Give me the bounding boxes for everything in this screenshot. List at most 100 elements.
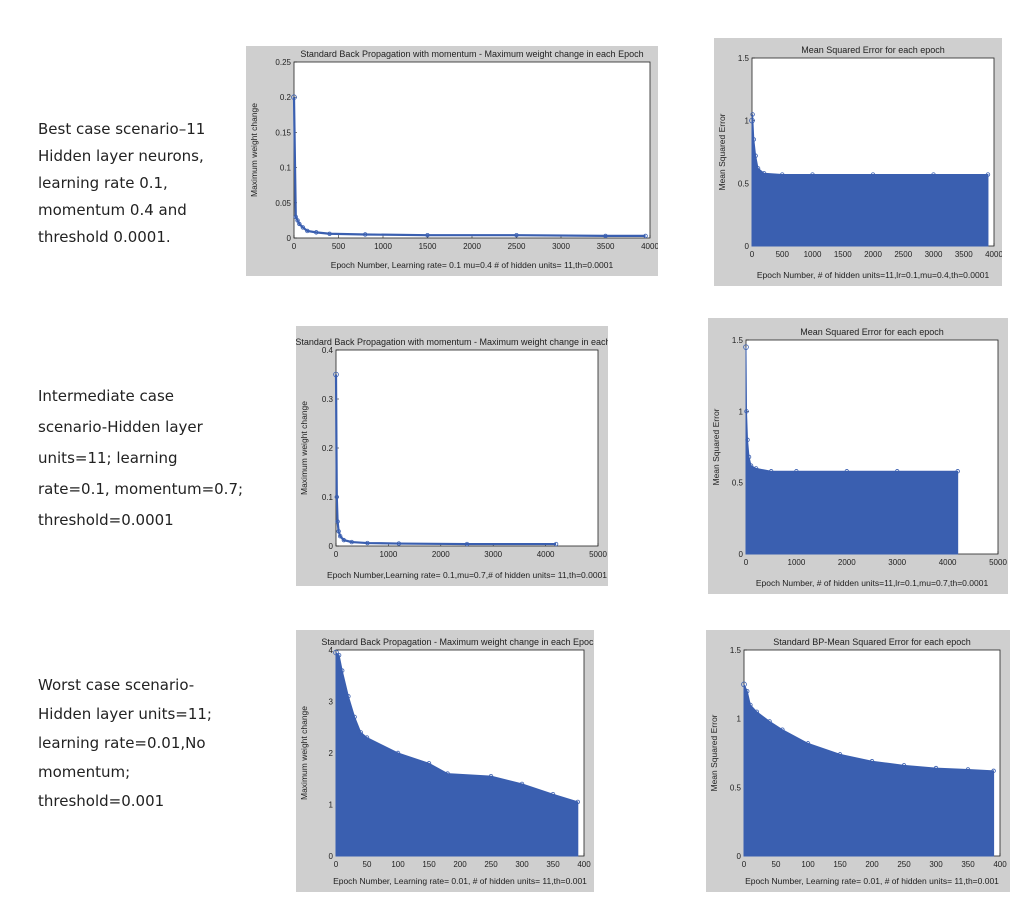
x-tick-label: 3000 bbox=[484, 550, 502, 559]
figure-best-mse: Mean Squared Error for each epoch 0 500 100… bbox=[714, 38, 1002, 286]
data-point bbox=[761, 171, 767, 176]
x-tick-label: 2000 bbox=[432, 550, 450, 559]
plot-area bbox=[293, 61, 651, 239]
y-tick-label: 0.5 bbox=[732, 479, 744, 488]
data-point bbox=[340, 668, 345, 673]
x-tick-label: 5000 bbox=[989, 558, 1007, 567]
y-tick-label: 0.1 bbox=[280, 164, 292, 173]
chart-intermediate-mse: Mean Squared Error for each epoch 0 1000 20… bbox=[711, 327, 1007, 588]
data-point bbox=[749, 117, 755, 124]
x-tick-label: 3500 bbox=[955, 250, 973, 259]
data-point bbox=[365, 540, 370, 546]
figure-intermediate-mse: Mean Squared Error for each epoch 0 1000 20… bbox=[708, 318, 1008, 594]
data-point bbox=[870, 172, 876, 177]
data-point bbox=[753, 153, 758, 158]
x-tick-label: 2500 bbox=[894, 250, 912, 259]
y-tick-label: 2 bbox=[329, 749, 334, 758]
data-point bbox=[297, 221, 302, 227]
data-point bbox=[425, 232, 430, 238]
x-tick-label: 1000 bbox=[374, 242, 392, 251]
data-point bbox=[553, 541, 559, 547]
data-point bbox=[901, 763, 907, 768]
data-point bbox=[488, 773, 494, 779]
y-tick-label: 1 bbox=[739, 407, 744, 416]
data-point bbox=[810, 172, 815, 177]
x-tick-label: 300 bbox=[515, 860, 529, 869]
x-tick-label: 4000 bbox=[641, 242, 658, 251]
x-axis-label: Epoch Number, Learning rate= 0.1 mu=0.4 … bbox=[331, 260, 614, 270]
data-point bbox=[991, 768, 996, 774]
x-tick-label: 150 bbox=[422, 860, 436, 869]
x-tick-label: 1500 bbox=[419, 242, 437, 251]
data-point bbox=[362, 232, 368, 237]
figure-intermediate-weight-change: Standard Back Propagation with momentum … bbox=[296, 326, 608, 586]
series-line bbox=[292, 97, 646, 237]
y-tick-label: 0.05 bbox=[275, 199, 291, 208]
x-tick-label: 3000 bbox=[925, 250, 943, 259]
x-tick-label: 5000 bbox=[589, 550, 607, 559]
x-tick-label: 100 bbox=[801, 860, 815, 869]
y-tick-label: 0.2 bbox=[322, 444, 334, 453]
y-tick-label: 1 bbox=[745, 117, 750, 126]
row-description-best: Best case scenario–11 Hidden layer neuro… bbox=[38, 120, 206, 246]
x-tick-label: 4000 bbox=[985, 250, 1002, 259]
x-tick-label: 250 bbox=[897, 860, 911, 869]
y-axis-label: Maximum weight change bbox=[299, 706, 309, 800]
y-tick-label: 0 bbox=[287, 234, 292, 243]
data-point bbox=[754, 709, 759, 714]
data-point bbox=[295, 218, 300, 223]
chart-intermediate-weight-change: Standard Back Propagation with momentum … bbox=[296, 337, 608, 580]
y-tick-label: 0.15 bbox=[275, 128, 291, 137]
data-point bbox=[426, 761, 432, 766]
data-point bbox=[744, 409, 749, 414]
data-point bbox=[955, 469, 960, 474]
data-point bbox=[364, 735, 370, 740]
x-axis-label: Epoch Number, # of hidden units=11,lr=0.… bbox=[756, 578, 989, 588]
data-point bbox=[743, 344, 749, 350]
x-tick-label: 0 bbox=[334, 550, 339, 559]
y-tick-label: 1 bbox=[329, 801, 334, 810]
data-point bbox=[550, 791, 556, 797]
y-axis-label: Maximum weight change bbox=[249, 103, 259, 197]
data-point bbox=[395, 750, 401, 756]
series-area bbox=[745, 347, 959, 555]
figure-worst-mse: Standard BP-Mean Squared Error for each … bbox=[706, 630, 1010, 892]
data-point bbox=[346, 694, 351, 699]
data-point bbox=[751, 137, 757, 142]
x-tick-label: 0 bbox=[292, 242, 297, 251]
x-tick-label: 0 bbox=[750, 250, 755, 259]
x-tick-label: 4000 bbox=[939, 558, 957, 567]
data-point bbox=[349, 539, 354, 545]
data-point bbox=[305, 228, 310, 234]
series-line bbox=[334, 374, 557, 546]
y-tick-label: 1.5 bbox=[738, 54, 750, 63]
data-point bbox=[741, 681, 747, 688]
series-area bbox=[335, 651, 579, 857]
chart-worst-weight-change: Standard Back Propagation - Maximum weig… bbox=[299, 637, 594, 886]
x-tick-label: 350 bbox=[961, 860, 975, 869]
x-tick-label: 2000 bbox=[864, 250, 882, 259]
data-point bbox=[514, 232, 519, 238]
chart-title: Standard Back Propagation with momentum … bbox=[296, 337, 608, 347]
x-axis-label: Epoch Number, # of hidden units=11,lr=0.… bbox=[757, 270, 990, 280]
x-axis-label: Epoch Number,Learning rate= 0.1,mu=0.7,#… bbox=[327, 570, 607, 580]
data-point bbox=[746, 454, 752, 460]
data-point bbox=[358, 730, 364, 735]
x-tick-label: 1000 bbox=[788, 558, 806, 567]
y-tick-label: 1.5 bbox=[730, 646, 742, 655]
y-tick-label: 0 bbox=[745, 242, 750, 251]
data-point bbox=[341, 537, 347, 543]
data-point bbox=[575, 799, 580, 805]
y-tick-label: 0 bbox=[329, 542, 334, 551]
x-tick-label: 50 bbox=[772, 860, 781, 869]
data-point bbox=[750, 112, 755, 117]
data-point bbox=[745, 437, 750, 443]
chart-title: Mean Squared Error for each epoch bbox=[801, 45, 945, 55]
data-point bbox=[334, 494, 339, 500]
data-point bbox=[769, 469, 774, 474]
data-point bbox=[464, 541, 470, 547]
x-tick-label: 250 bbox=[484, 860, 498, 869]
x-tick-label: 2500 bbox=[508, 242, 526, 251]
data-point bbox=[300, 225, 306, 230]
